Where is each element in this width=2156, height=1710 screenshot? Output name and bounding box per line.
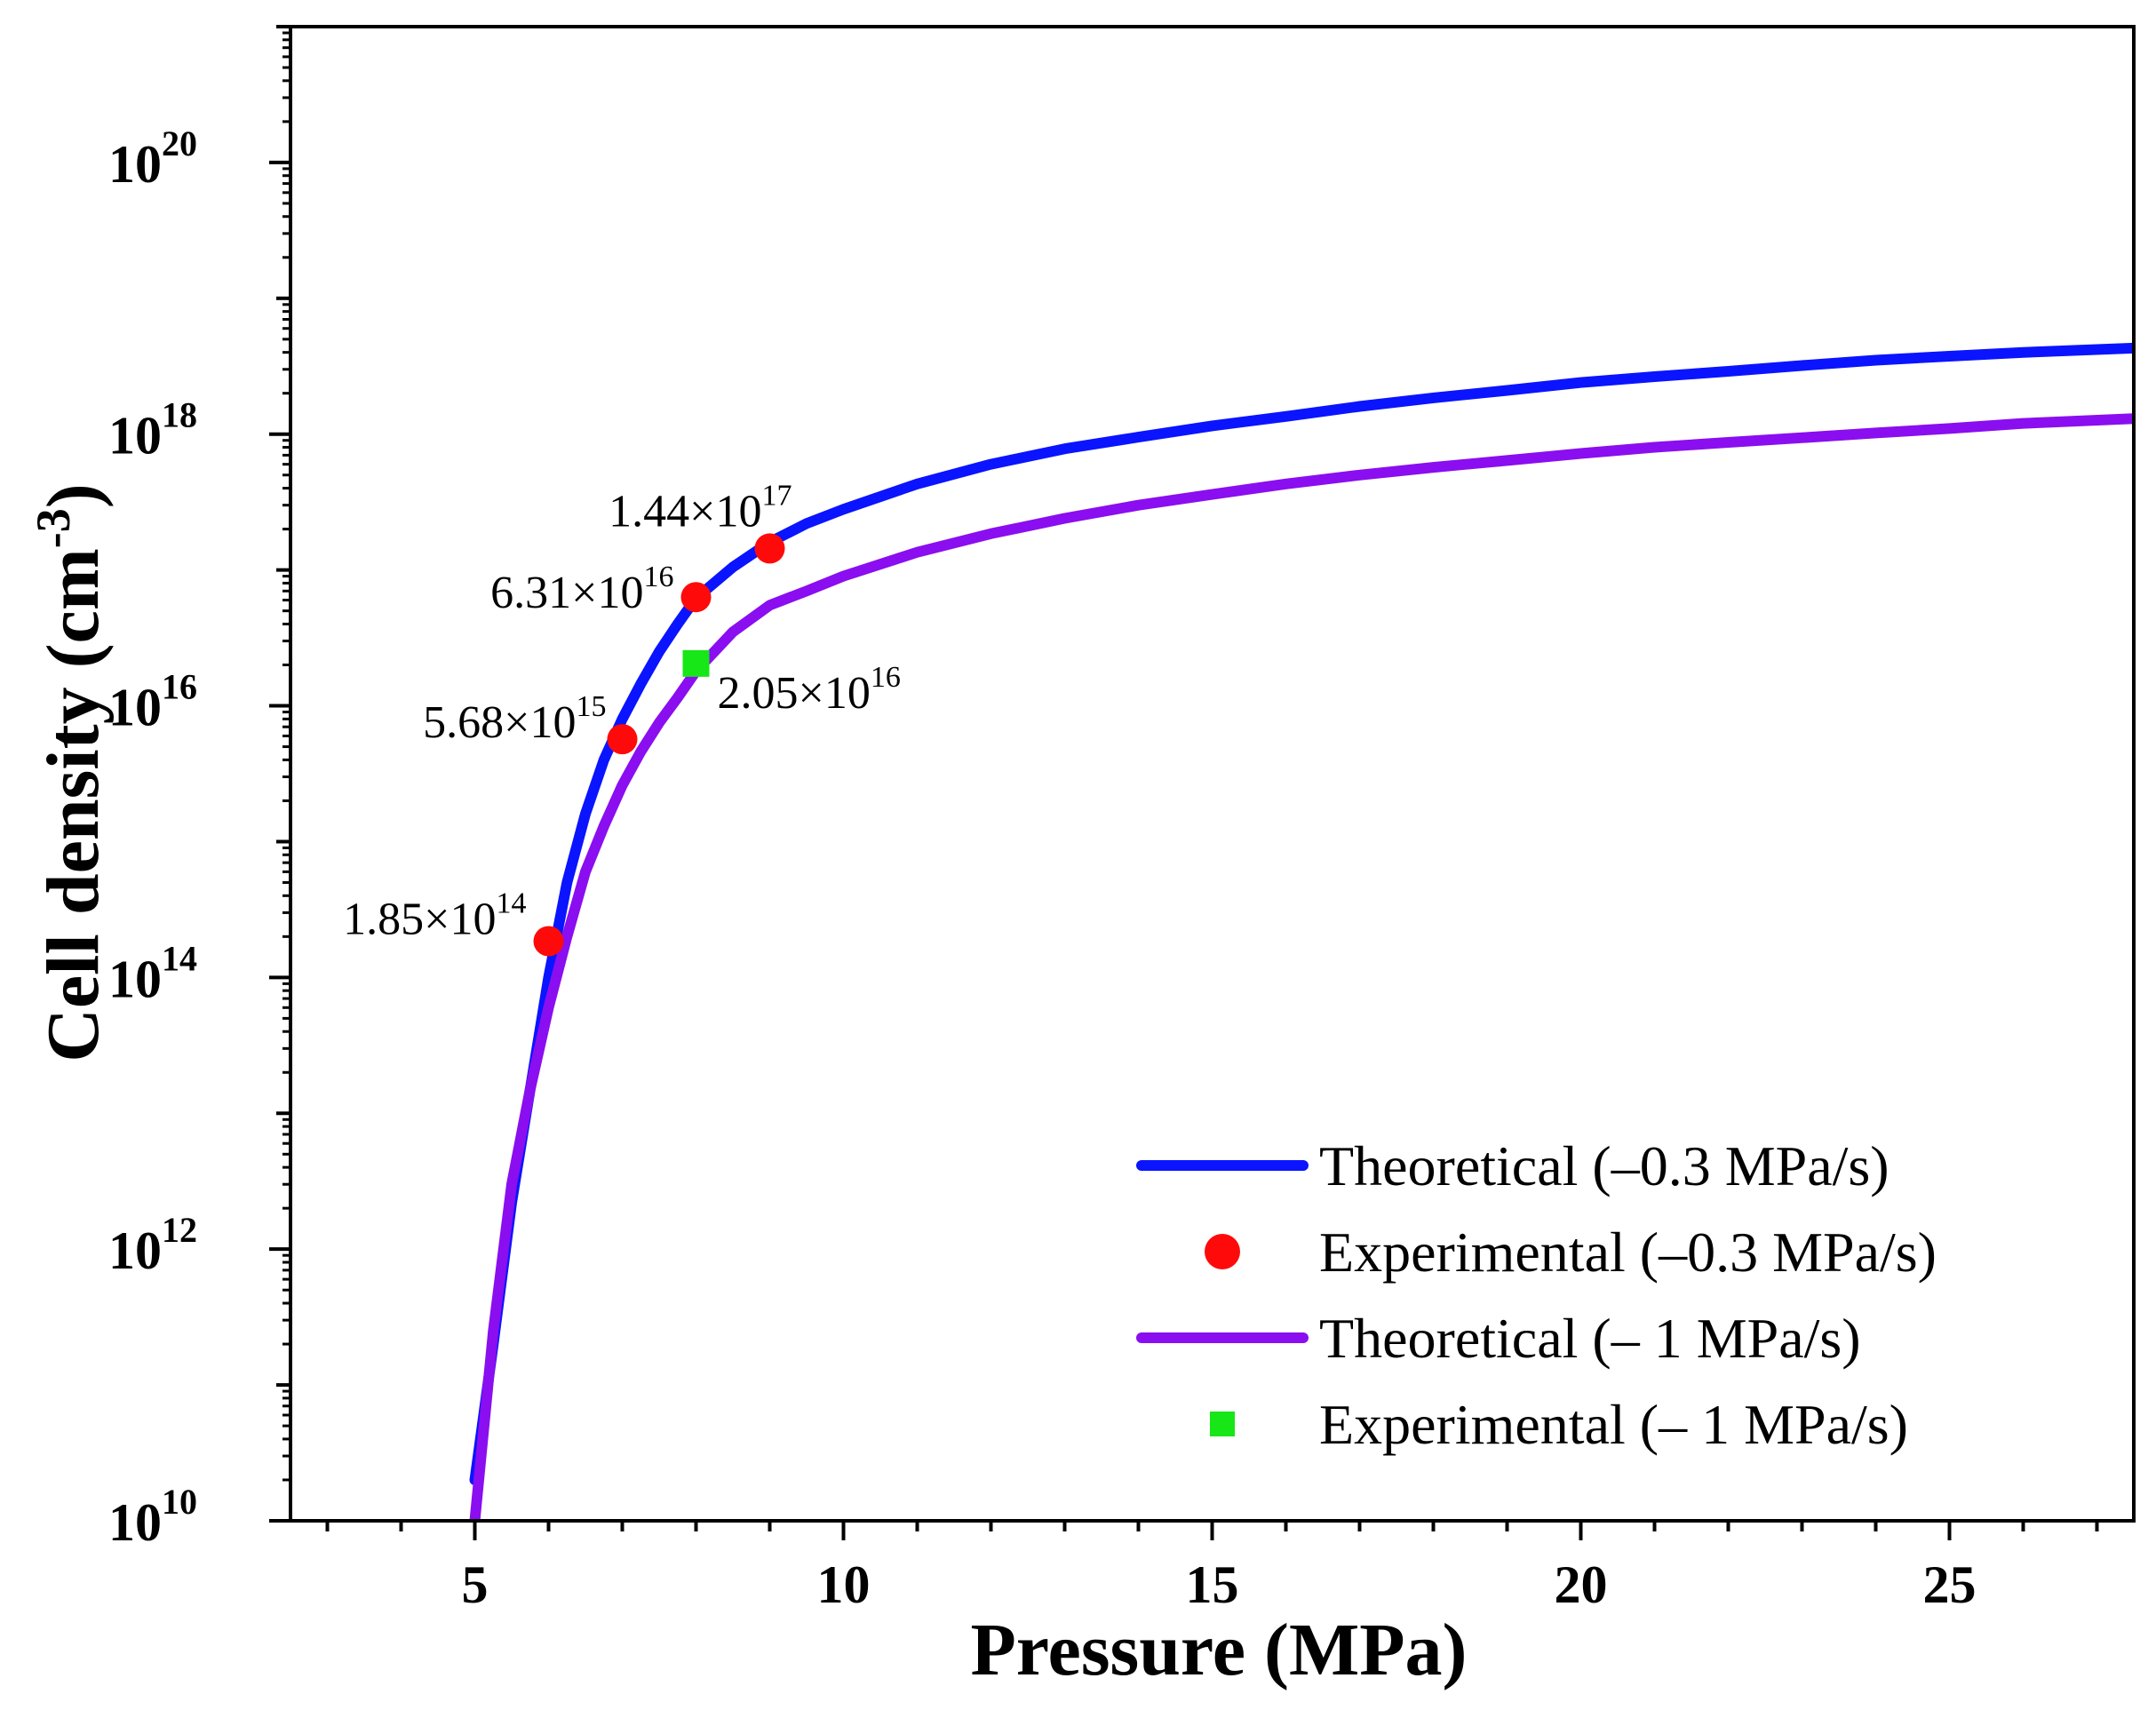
y-tick-label-exp: 14 <box>162 938 197 978</box>
x-tick-label: 15 <box>1186 1555 1239 1614</box>
y-tick-label-base: 10 <box>108 1221 162 1280</box>
y-tick-label: 1018 <box>108 395 197 465</box>
legend-label: Theoretical (– 1 MPa/s) <box>1319 1307 1861 1370</box>
data-label-exp: 16 <box>644 561 674 593</box>
legend-swatch-circle <box>1205 1234 1240 1269</box>
y-tick-label-base: 10 <box>108 135 162 194</box>
y-tick-label-base: 10 <box>108 407 162 465</box>
x-tick-label: 5 <box>462 1555 489 1614</box>
point-labels-layer: 1.85×10145.68×10156.31×10161.44×10172.05… <box>343 479 901 944</box>
legend-label: Experimental (– 1 MPa/s) <box>1319 1393 1908 1456</box>
experimental-point-circle <box>680 582 712 613</box>
curves-layer <box>469 342 2134 1521</box>
legend-label: Theoretical (–0.3 MPa/s) <box>1319 1134 1889 1197</box>
y-tick-label-base: 10 <box>108 950 162 1008</box>
data-label-base: 5.68×10 <box>423 697 576 748</box>
x-tick-label: 20 <box>1555 1555 1608 1614</box>
y-axis-title-sup: -3 <box>27 508 80 548</box>
data-label: 5.68×1015 <box>423 690 606 748</box>
plot-frame <box>289 25 2136 1523</box>
data-label-exp: 15 <box>577 690 607 723</box>
legend-label: Experimental (–0.3 MPa/s) <box>1319 1221 1937 1284</box>
series-line-0 <box>469 342 2134 1485</box>
y-tick-label-base: 10 <box>108 1493 162 1552</box>
series-line-2 <box>469 413 2134 1521</box>
y-tick-label: 1014 <box>108 938 197 1008</box>
data-label-exp: 14 <box>497 887 527 920</box>
y-tick-label-exp: 20 <box>162 123 197 163</box>
y-tick-label-exp: 10 <box>162 1482 197 1522</box>
data-label-base: 1.85×10 <box>343 895 496 945</box>
experimental-point-circle <box>754 533 785 564</box>
data-label: 1.85×1014 <box>343 887 526 945</box>
y-tick-label: 1010 <box>108 1482 197 1552</box>
y-tick-label-exp: 16 <box>162 667 197 707</box>
data-label-exp: 17 <box>762 479 792 512</box>
y-tick-label: 1012 <box>108 1210 197 1280</box>
data-label: 2.05×1016 <box>718 661 901 719</box>
y-axis-title-close: ) <box>32 483 115 508</box>
y-tick-label: 1016 <box>108 667 197 737</box>
data-label: 6.31×1016 <box>490 561 673 618</box>
experimental-point-square <box>682 649 710 677</box>
x-tick-label: 10 <box>817 1555 871 1614</box>
experimental-point-circle <box>607 724 638 755</box>
experimental-point-circle <box>533 926 564 957</box>
markers-layer <box>533 533 785 957</box>
y-axis-title-main: Cell density (cm <box>32 548 115 1062</box>
y-tick-label-exp: 12 <box>162 1210 197 1250</box>
data-label-exp: 16 <box>871 661 901 694</box>
y-tick-label: 1020 <box>108 123 197 194</box>
x-tick-label: 25 <box>1923 1555 1977 1614</box>
data-label-base: 6.31×10 <box>490 568 643 618</box>
legend: Theoretical (–0.3 MPa/s) Experimental (–0… <box>1136 1134 1937 1456</box>
legend-swatch-square <box>1210 1412 1235 1436</box>
y-tick-label-exp: 18 <box>162 395 197 435</box>
data-label-base: 1.44×10 <box>609 486 761 537</box>
y-tick-label-base: 10 <box>108 679 162 737</box>
data-label-base: 2.05×10 <box>718 668 871 719</box>
x-axis-title: Pressure (MPa) <box>970 1609 1467 1691</box>
y-axis-title: Cell density (cm-3) <box>27 483 115 1062</box>
data-label: 1.44×1017 <box>609 479 792 537</box>
